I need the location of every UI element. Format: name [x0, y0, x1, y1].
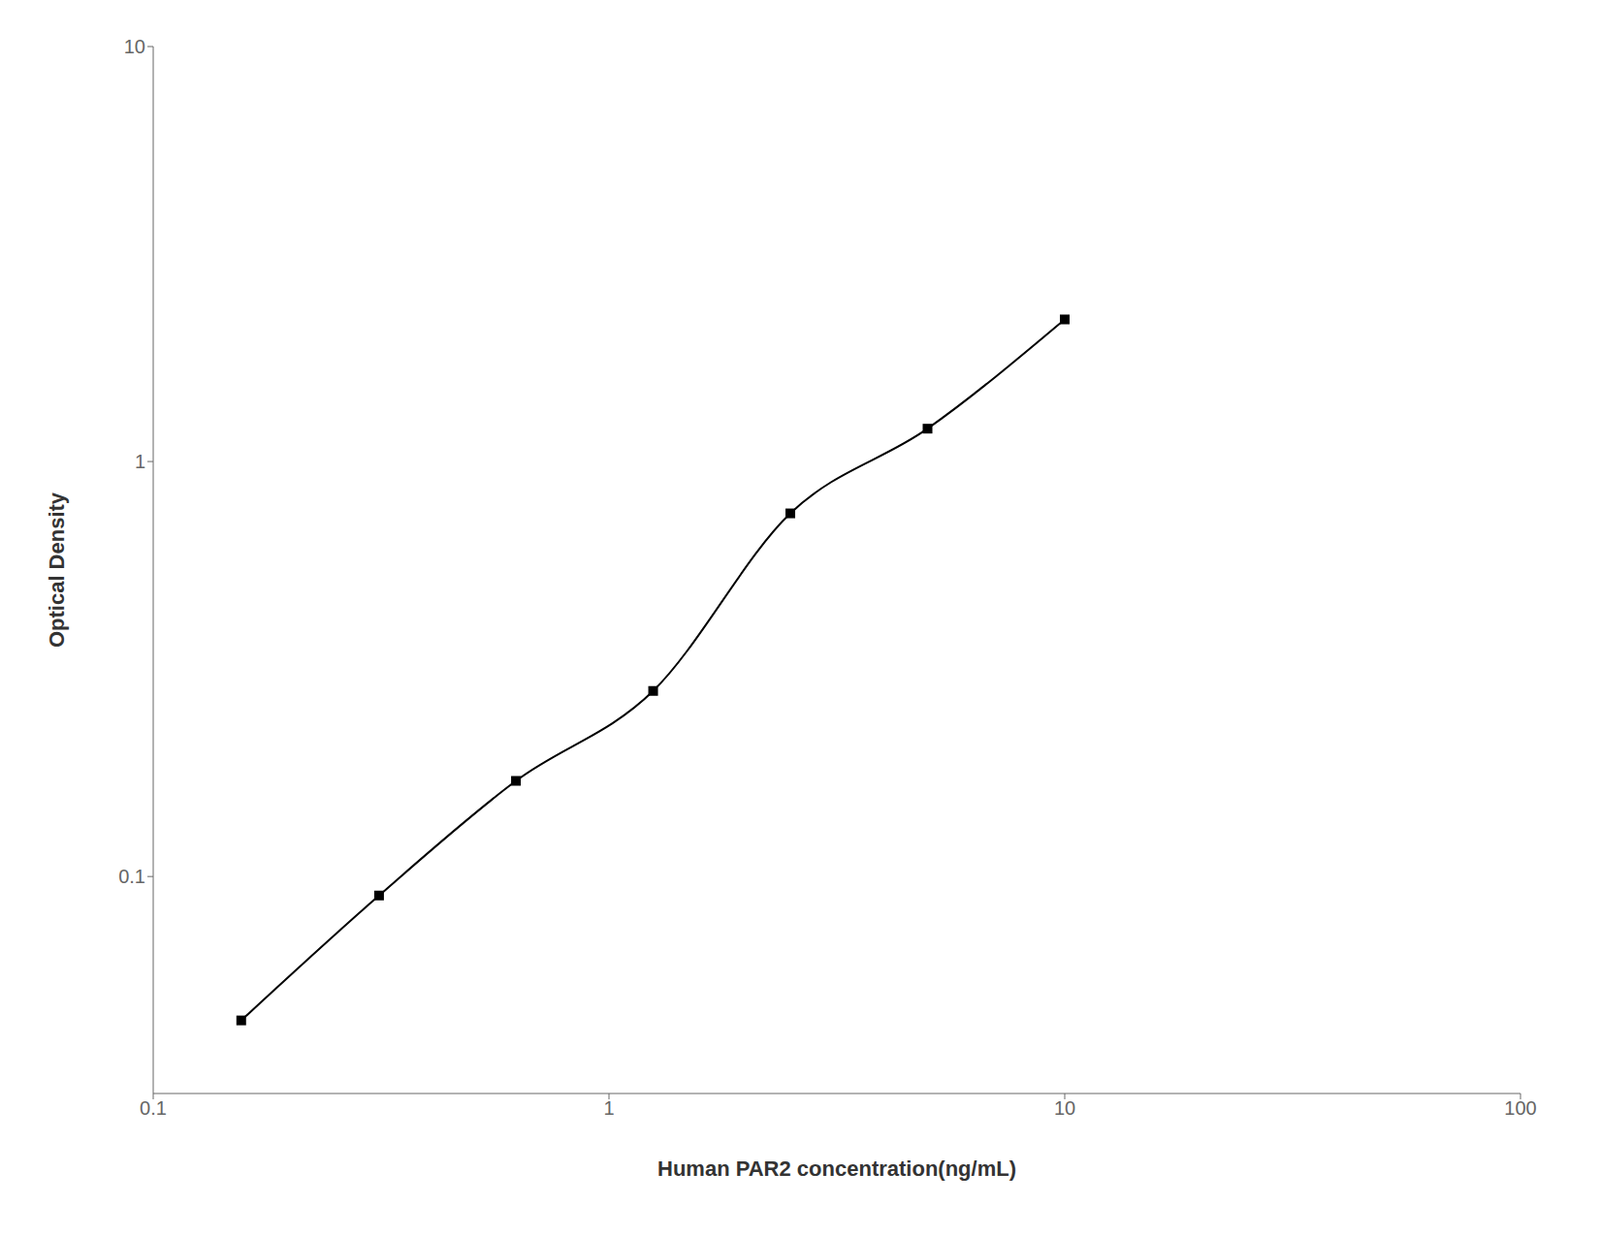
- svg-text:0.1: 0.1: [139, 1097, 167, 1120]
- svg-text:1: 1: [603, 1097, 614, 1120]
- svg-text:100: 100: [1504, 1097, 1536, 1120]
- svg-text:0.1: 0.1: [118, 865, 146, 888]
- svg-text:Human PAR2 concentration(ng/mL: Human PAR2 concentration(ng/mL): [657, 1156, 1017, 1182]
- svg-text:10: 10: [1054, 1097, 1076, 1120]
- svg-text:1: 1: [134, 450, 146, 473]
- svg-text:10: 10: [124, 35, 146, 58]
- svg-text:Optical Density: Optical Density: [44, 491, 69, 648]
